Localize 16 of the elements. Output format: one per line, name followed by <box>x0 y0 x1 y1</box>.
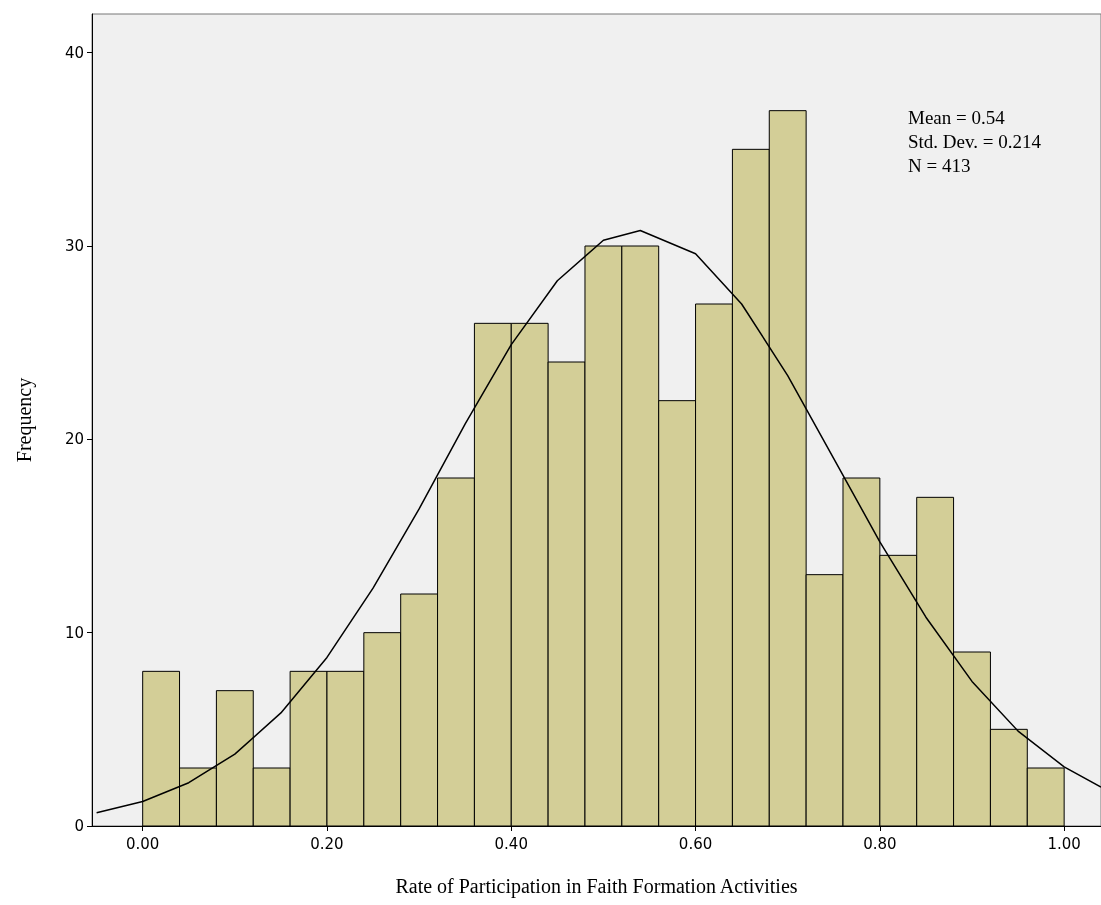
y-axis-title: Frequency <box>13 377 36 463</box>
x-tick-label: 0.80 <box>863 834 897 853</box>
annotation: Std. Dev. = 0.214 <box>908 131 1042 152</box>
annotation: Mean = 0.54 <box>908 107 1006 128</box>
x-tick-label: 0.60 <box>678 834 713 853</box>
y-tick-label: 0 <box>74 817 84 835</box>
x-tick-label: 0.20 <box>310 834 344 853</box>
x-tick-label: 1.00 <box>1047 834 1081 853</box>
x-axis-title: Rate of Participation in Faith Formation Activities <box>395 875 798 898</box>
y-tick-label: 30 <box>64 237 84 255</box>
y-tick-label: 40 <box>64 43 84 62</box>
annotation: N = 413 <box>908 155 971 176</box>
y-tick-label: 20 <box>64 430 84 449</box>
x-tick-label: 0.00 <box>125 834 160 853</box>
x-tick-label: 0.40 <box>494 834 528 853</box>
y-tick-label: 10 <box>64 623 84 642</box>
